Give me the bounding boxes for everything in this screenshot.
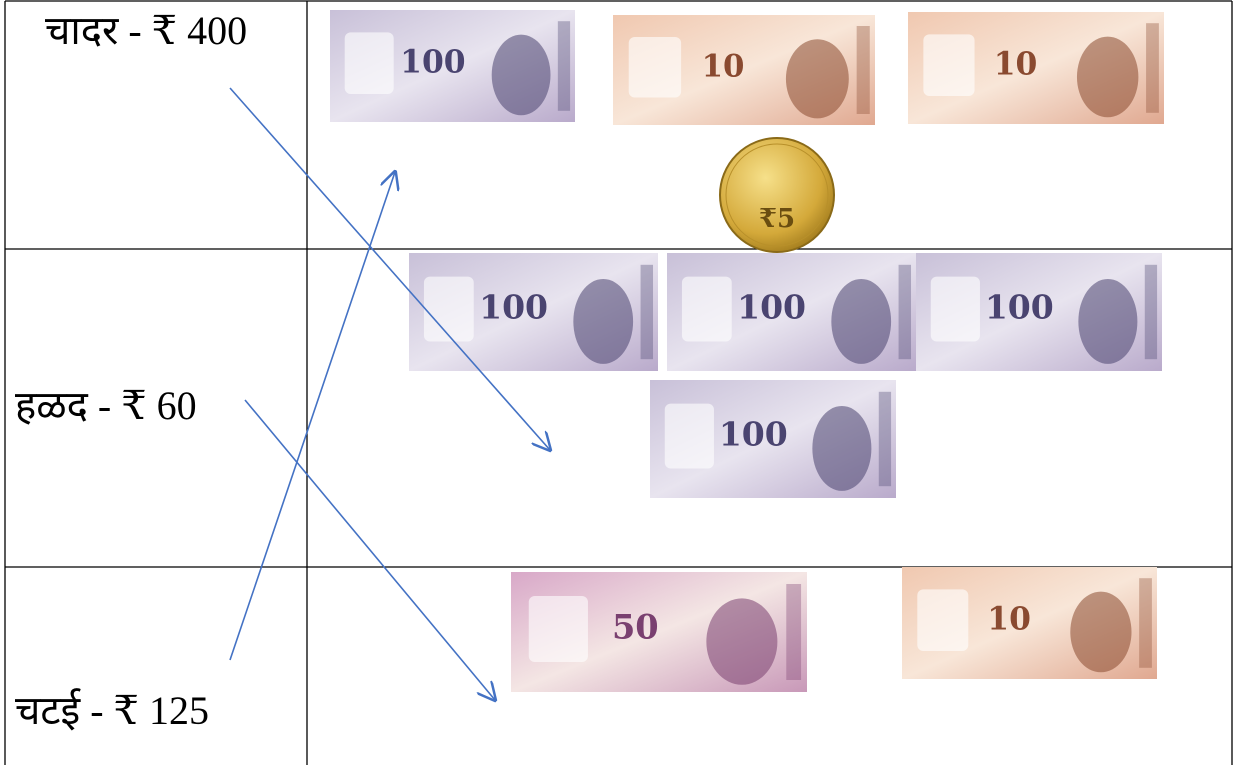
note-value: 10 bbox=[994, 46, 1038, 82]
banknote: 10 bbox=[902, 567, 1157, 679]
note-portrait bbox=[573, 279, 633, 364]
note-portrait bbox=[492, 35, 551, 116]
note-value: 100 bbox=[985, 288, 1054, 327]
note-watermark bbox=[345, 32, 394, 94]
note-portrait bbox=[706, 598, 777, 684]
worksheet: चादर - ₹ 400 100 10 10 ₹5 हळद - ₹ 60 100 100 100… bbox=[0, 0, 1245, 765]
note-watermark bbox=[931, 277, 980, 342]
note-strip bbox=[857, 26, 870, 114]
coin-value: ₹5 bbox=[759, 204, 795, 234]
note-value: 10 bbox=[702, 48, 745, 84]
banknote: 100 bbox=[916, 253, 1162, 371]
note-value: 100 bbox=[737, 288, 806, 327]
note-value: 50 bbox=[612, 607, 659, 647]
match-arrows bbox=[230, 88, 550, 700]
note-strip bbox=[641, 265, 653, 359]
coin-body bbox=[720, 138, 834, 252]
banknote: 100 bbox=[330, 10, 575, 122]
item-label: हळद - ₹ 60 bbox=[15, 383, 197, 428]
coin: ₹5 bbox=[720, 138, 834, 252]
note-strip bbox=[879, 392, 891, 486]
note-strip bbox=[1139, 578, 1152, 668]
note-value: 100 bbox=[400, 44, 465, 80]
note-watermark bbox=[629, 37, 681, 98]
banknote: 100 bbox=[650, 380, 896, 498]
note-portrait bbox=[812, 406, 871, 491]
note-strip bbox=[899, 265, 911, 359]
note-watermark bbox=[923, 34, 974, 96]
banknote: 10 bbox=[613, 15, 875, 125]
banknote: 100 bbox=[667, 253, 916, 371]
note-value: 100 bbox=[719, 415, 788, 454]
banknote: 50 bbox=[511, 572, 807, 692]
note-watermark bbox=[917, 589, 968, 651]
item-label: चटई - ₹ 125 bbox=[15, 688, 209, 733]
note-portrait bbox=[786, 39, 849, 118]
note-strip bbox=[558, 21, 570, 111]
note-watermark bbox=[424, 277, 474, 342]
note-watermark bbox=[529, 596, 588, 662]
banknote: 100 bbox=[409, 253, 658, 371]
note-strip bbox=[1146, 23, 1159, 113]
note-value: 100 bbox=[479, 288, 548, 327]
banknote: 10 bbox=[908, 12, 1164, 124]
item-label: चादर - ₹ 400 bbox=[45, 8, 247, 53]
note-watermark bbox=[665, 404, 714, 469]
note-watermark bbox=[682, 277, 732, 342]
note-value: 10 bbox=[987, 601, 1031, 637]
note-portrait bbox=[1070, 592, 1131, 673]
note-portrait bbox=[1078, 279, 1137, 364]
note-strip bbox=[1145, 265, 1157, 359]
note-portrait bbox=[831, 279, 891, 364]
note-strip bbox=[786, 584, 801, 680]
note-portrait bbox=[1077, 37, 1138, 118]
